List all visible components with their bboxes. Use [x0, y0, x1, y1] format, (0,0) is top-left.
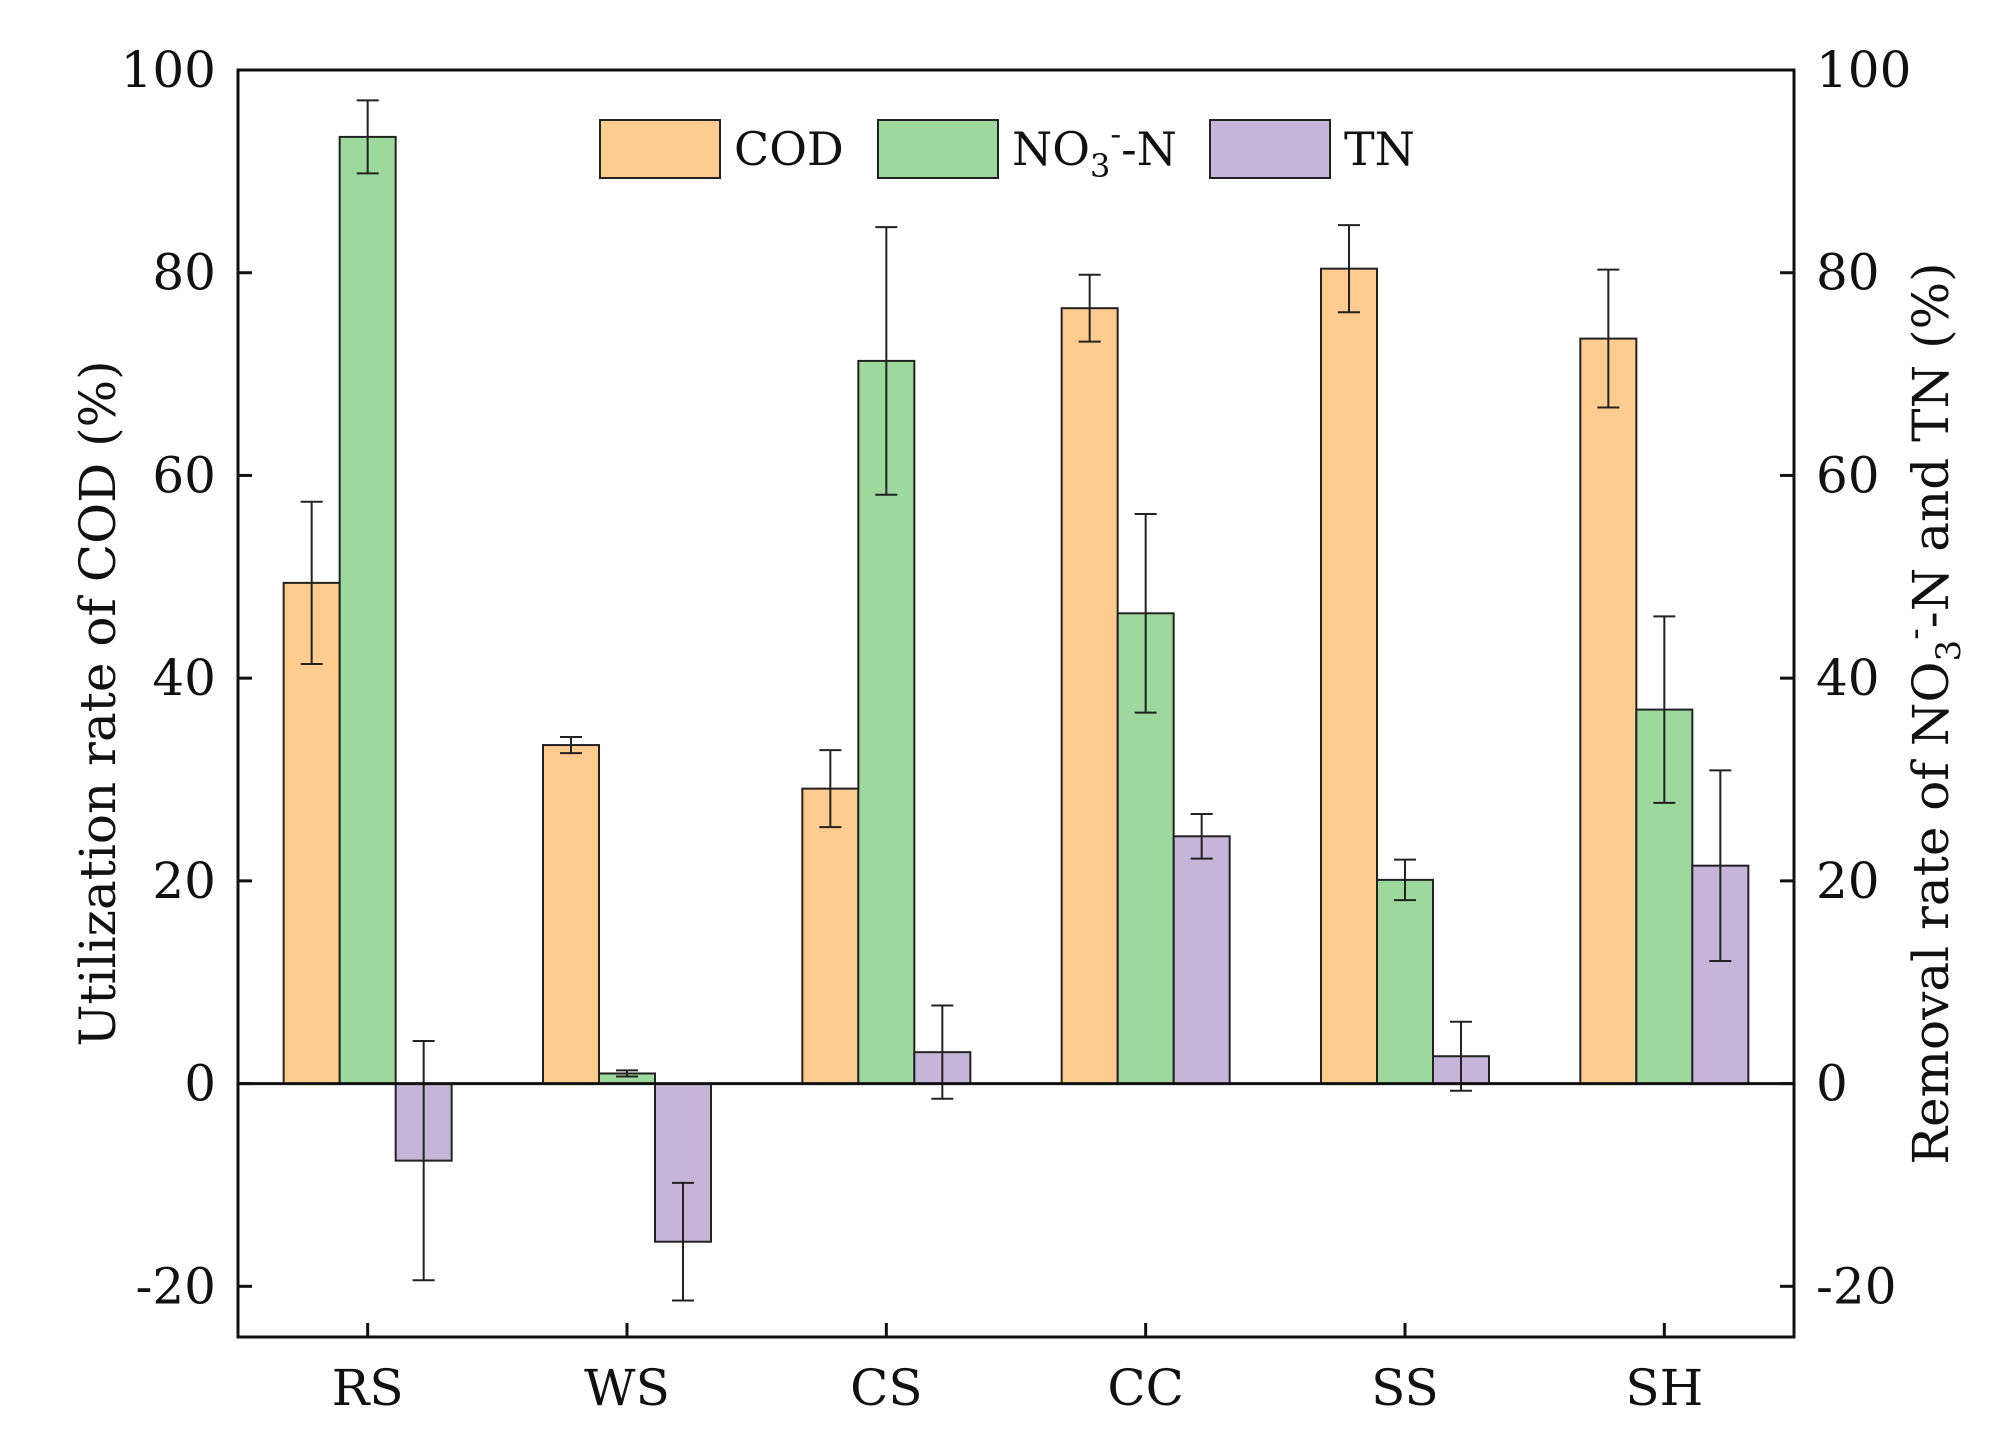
bar-tn-cc [1172, 835, 1231, 1085]
bar-cod-cc [1060, 307, 1119, 1085]
y-tick-label-right-20: 20 [1816, 852, 1880, 910]
error-bar-cod-ws [560, 735, 582, 755]
error-bar-cod-rs [300, 500, 323, 665]
bar-no3n-rs [338, 135, 397, 1085]
error-bar-tn-rs [412, 1040, 435, 1282]
y-tick-label-left-100: 100 [121, 41, 216, 99]
bar-cod-rs [282, 581, 341, 1085]
y-tick-label-left-60: 60 [152, 446, 216, 504]
error-bar-cod-cs [819, 749, 842, 829]
y-axis-title-left: Utilization rate of COD (%) [69, 360, 127, 1046]
x-tick-label-sh: SH [1625, 1359, 1703, 1417]
error-bar-tn-cc [1190, 812, 1213, 860]
error-bar-no3n-cc [1134, 512, 1157, 714]
y-tick-label-right-80: 80 [1816, 244, 1880, 302]
x-tick-label-rs: RS [332, 1359, 404, 1417]
error-bar-tn-ws [672, 1181, 694, 1302]
y-tick-label-left-40: 40 [152, 649, 216, 707]
legend-label-no3n: NO3--N [1012, 115, 1177, 185]
error-bar-no3n-sh [1653, 615, 1676, 804]
bar-cod-ws [542, 744, 600, 1085]
error-bar-no3n-ws [616, 1069, 638, 1078]
error-bar-cod-ss [1338, 224, 1360, 314]
legend-swatch-cod [599, 119, 721, 179]
y-tick-label-left--20: -20 [135, 1257, 216, 1315]
error-bar-cod-sh [1597, 268, 1620, 409]
legend-swatch-no3n [877, 119, 999, 179]
legend-swatch-tn [1209, 119, 1331, 179]
x-tick-label-cs: CS [850, 1359, 923, 1417]
legend-label-cod: COD [734, 122, 844, 176]
y-axis-title-right: Removal rate of NO3--N and TN (%) [1895, 262, 1969, 1164]
y-tick-label-right-100: 100 [1816, 41, 1911, 99]
bar-cod-cs [801, 787, 860, 1085]
y-tick-label-right--20: -20 [1816, 1257, 1897, 1315]
y-tick-label-right-40: 40 [1816, 649, 1880, 707]
error-bar-tn-ss [1450, 1020, 1472, 1092]
y-tick-label-left-80: 80 [152, 244, 216, 302]
bar-cod-ss [1320, 267, 1378, 1085]
error-bar-no3n-cs [875, 226, 898, 496]
x-tick-label-ws: WS [584, 1359, 670, 1417]
plot-frame [236, 68, 1796, 1339]
y-tick-label-left-0: 0 [184, 1055, 216, 1113]
error-bar-no3n-ss [1394, 858, 1416, 902]
y-tick-label-right-60: 60 [1816, 446, 1880, 504]
error-bar-tn-sh [1709, 769, 1732, 962]
y-tick-label-left-20: 20 [152, 852, 216, 910]
error-bar-cod-cc [1078, 273, 1101, 343]
bar-cod-sh [1579, 337, 1638, 1085]
legend-label-tn: TN [1344, 122, 1415, 176]
x-tick-label-ss: SS [1371, 1359, 1439, 1417]
x-tick-label-cc: CC [1107, 1359, 1184, 1417]
y-tick-label-right-0: 0 [1816, 1055, 1848, 1113]
error-bar-no3n-rs [356, 99, 379, 175]
bar-no3n-ss [1376, 878, 1434, 1085]
